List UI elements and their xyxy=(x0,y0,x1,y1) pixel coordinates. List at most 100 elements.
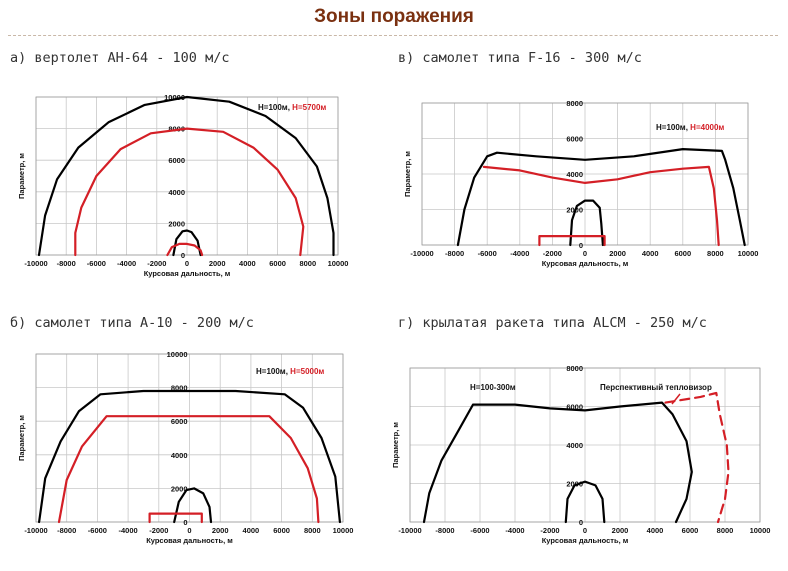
series-line-black xyxy=(37,389,341,524)
x-tick-label: 4000 xyxy=(239,259,256,268)
x-tick-label: 8000 xyxy=(707,249,724,258)
series-line-black xyxy=(422,401,693,524)
x-tick-label: 0 xyxy=(185,259,189,268)
x-tick-label: -10000 xyxy=(24,259,47,268)
y-tick-label: 6000 xyxy=(566,135,583,144)
legend-red: Перспективный тепловизор xyxy=(600,383,712,392)
y-tick-label: 8000 xyxy=(171,384,188,393)
x-tick-label: -6000 xyxy=(478,249,497,258)
x-axis-title: Курсовая дальность, м xyxy=(542,536,629,545)
y-tick-label: 0 xyxy=(579,241,583,250)
x-tick-label: -4000 xyxy=(117,259,136,268)
x-tick-label: 2000 xyxy=(212,526,229,535)
y-tick-label: 6000 xyxy=(168,156,185,165)
series-line-red xyxy=(166,242,204,257)
legend: H=100м, H=5000м xyxy=(256,367,324,376)
series-line-red xyxy=(538,235,606,247)
x-axis-title: Курсовая дальность, м xyxy=(144,269,231,278)
page-title: Зоны поражения xyxy=(314,6,474,27)
y-tick-label: 2000 xyxy=(566,480,583,489)
y-tick-label: 0 xyxy=(183,518,187,527)
x-tick-label: 6000 xyxy=(674,249,691,258)
x-tick-label: -8000 xyxy=(435,526,454,535)
x-tick-label: -4000 xyxy=(119,526,138,535)
legend: H=100м, H=4000м xyxy=(656,123,724,132)
legend-black: H=100м, xyxy=(656,123,690,132)
x-tick-label: -10000 xyxy=(410,249,433,258)
plot-frame xyxy=(35,353,344,523)
x-tick-label: -2000 xyxy=(149,526,168,535)
y-tick-label: 4000 xyxy=(566,170,583,179)
series-line-red xyxy=(148,512,203,524)
x-tick-label: -6000 xyxy=(87,259,106,268)
plot-frame xyxy=(409,367,761,523)
x-axis-title: Курсовая дальность, м xyxy=(542,259,629,268)
x-tick-label: -4000 xyxy=(510,249,529,258)
y-tick-label: 6000 xyxy=(171,417,188,426)
y-tick-label: 2000 xyxy=(171,484,188,493)
caption-v: в) самолет типа F-16 - 300 м/с xyxy=(398,50,642,66)
series-line-black xyxy=(564,480,606,524)
y-tick-label: 0 xyxy=(579,518,583,527)
legend-black: H=100-300м xyxy=(470,383,516,392)
y-tick-label: 6000 xyxy=(566,403,583,412)
legend-red: H=4000м xyxy=(690,123,724,132)
y-tick-label: 10000 xyxy=(167,350,188,359)
legend-black: H=100м, xyxy=(256,367,290,376)
x-tick-label: -6000 xyxy=(470,526,489,535)
series-line-red xyxy=(57,415,320,524)
x-tick-label: 4000 xyxy=(642,249,659,258)
x-tick-label: -8000 xyxy=(57,526,76,535)
series-line-black xyxy=(37,95,335,257)
x-tick-label: 6000 xyxy=(269,259,286,268)
x-tick-label: -8000 xyxy=(445,249,464,258)
series-line-red xyxy=(482,165,720,247)
x-tick-label: -2000 xyxy=(147,259,166,268)
x-tick-label: 0 xyxy=(583,526,587,535)
x-tick-label: 8000 xyxy=(717,526,734,535)
x-tick-label: 6000 xyxy=(682,526,699,535)
series-line-red xyxy=(664,391,730,524)
legend-red: H=5000м xyxy=(290,367,324,376)
title-divider xyxy=(8,35,778,36)
x-tick-label: 10000 xyxy=(328,259,349,268)
x-tick-label: -4000 xyxy=(505,526,524,535)
y-tick-label: 2000 xyxy=(168,219,185,228)
x-tick-label: 6000 xyxy=(273,526,290,535)
caption-a: а) вертолет АН-64 - 100 м/с xyxy=(10,50,230,66)
y-axis-title: Параметр, м xyxy=(17,415,26,461)
x-tick-label: -2000 xyxy=(543,249,562,258)
x-axis-title: Курсовая дальность, м xyxy=(146,536,233,545)
y-axis-title: Параметр, м xyxy=(17,153,26,199)
y-tick-label: 4000 xyxy=(168,188,185,197)
x-tick-label: 4000 xyxy=(243,526,260,535)
series-line-black xyxy=(172,229,202,257)
x-tick-label: -8000 xyxy=(57,259,76,268)
x-tick-label: -10000 xyxy=(24,526,47,535)
y-tick-label: 0 xyxy=(181,251,185,260)
x-tick-label: -2000 xyxy=(540,526,559,535)
x-tick-label: 10000 xyxy=(750,526,771,535)
legend-pointer xyxy=(671,393,681,405)
x-tick-label: -10000 xyxy=(398,526,421,535)
x-tick-label: 2000 xyxy=(609,249,626,258)
y-tick-label: 4000 xyxy=(566,441,583,450)
y-tick-label: 10000 xyxy=(164,93,185,102)
x-tick-label: 2000 xyxy=(612,526,629,535)
caption-g: г) крылатая ракета типа ALCM - 250 м/с xyxy=(398,315,707,331)
legend: H=100м, H=5700м xyxy=(258,103,326,112)
x-tick-label: 10000 xyxy=(738,249,759,258)
x-tick-label: 4000 xyxy=(647,526,664,535)
series-line-black xyxy=(569,199,605,247)
y-tick-label: 8000 xyxy=(566,364,583,373)
caption-b: б) самолет типа А-10 - 200 м/с xyxy=(10,315,254,331)
y-axis-title: Параметр, м xyxy=(391,422,400,468)
x-tick-label: -6000 xyxy=(88,526,107,535)
y-tick-label: 4000 xyxy=(171,451,188,460)
series-line-red xyxy=(74,127,305,257)
legend-black: H=100м, xyxy=(258,103,292,112)
x-tick-label: 10000 xyxy=(333,526,354,535)
